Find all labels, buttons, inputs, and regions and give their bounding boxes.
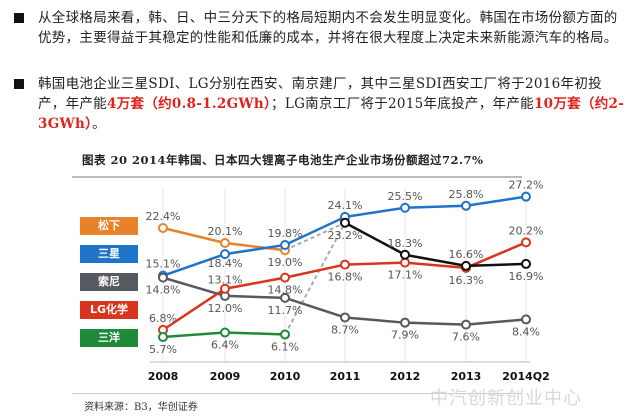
data-label: 20.1% (208, 225, 243, 238)
data-label: 24.1% (328, 199, 363, 212)
data-point (280, 272, 290, 283)
x-tick-label: 2010 (270, 370, 301, 383)
legend-samsung: 三星 (80, 245, 138, 263)
data-label: 7.9% (391, 329, 419, 342)
data-label: 13.1% (208, 274, 243, 287)
data-point (158, 223, 168, 233)
data-point (220, 327, 230, 338)
data-point (400, 257, 410, 268)
data-label: 11.7% (268, 304, 303, 317)
data-point (340, 259, 350, 270)
data-point (461, 260, 471, 271)
data-point (280, 292, 290, 303)
source-note: 资料来源：B3，华创证券 (84, 402, 198, 413)
para-text: 从全球格局来看，韩、日、中三分天下的格局短期内不会发生明显变化。韩国在市场份额方… (38, 10, 618, 46)
data-label: 14.8% (268, 284, 303, 297)
data-label: 7.6% (452, 331, 480, 344)
data-label: 6.1% (271, 340, 299, 353)
data-point (400, 249, 410, 260)
data-label: 23.2% (328, 229, 363, 242)
x-tick-label: 2014Q2 (502, 370, 550, 383)
x-tick-label: 2011 (330, 370, 361, 383)
data-point (340, 217, 350, 228)
data-label: 16.8% (328, 271, 363, 284)
para-highlight: 10万套（约2-3GWh） (38, 96, 625, 132)
bullet-icon (14, 79, 24, 89)
series-line (344, 221, 527, 268)
data-label: 25.8% (449, 188, 484, 201)
data-point (158, 332, 168, 343)
para-text: 。 (92, 116, 106, 132)
source-divider (72, 393, 522, 394)
merger-connector (284, 221, 346, 252)
data-label: 15.1% (146, 258, 181, 271)
para-text: ；LG南京工厂将于2015年底投产，年产能 (271, 96, 534, 112)
data-point (280, 239, 290, 250)
x-tick-label: 2009 (210, 370, 241, 383)
data-label: 27.2% (509, 179, 544, 192)
data-point (280, 329, 290, 340)
merger-connector (284, 222, 346, 335)
data-label: 16.6% (449, 248, 484, 261)
data-label: 19.8% (268, 227, 303, 240)
legend-sanyo: 三洋 (80, 329, 138, 347)
paragraph-1: 从全球格局来看，韩、日、中三分天下的格局短期内不会发生明显变化。韩国在市场份额方… (14, 8, 628, 48)
legend-sony: 索尼 (80, 273, 138, 291)
data-label: 16.9% (509, 270, 544, 283)
data-label: 6.8% (149, 312, 177, 325)
data-point (461, 319, 471, 330)
data-label: 8.4% (512, 325, 540, 338)
data-point (340, 312, 350, 323)
data-label: 6.4% (211, 338, 239, 351)
data-point (400, 202, 410, 213)
title-divider (72, 176, 522, 178)
paragraph-2: 韩国电池企业三星SDI、LG分别在西安、南京建厂，其中三星SDI西安工厂将于20… (14, 74, 628, 134)
data-point (521, 237, 531, 248)
data-label: 8.7% (331, 323, 359, 336)
data-point (220, 249, 230, 260)
data-label: 18.4% (208, 257, 243, 270)
data-point (461, 200, 471, 211)
data-point (521, 314, 531, 325)
data-label: 14.8% (146, 284, 181, 297)
x-tick-label: 2008 (148, 370, 179, 383)
data-point (220, 283, 230, 294)
data-point (158, 272, 168, 283)
data-label: 16.3% (449, 274, 484, 287)
data-label: 17.1% (388, 269, 423, 282)
x-tick-label: 2013 (451, 370, 482, 383)
x-tick-label: 2012 (390, 370, 421, 383)
data-label: 5.7% (149, 343, 177, 356)
data-label: 22.4% (146, 210, 181, 223)
para-highlight: 4万套（约0.8-1.2GWh） (107, 96, 272, 112)
legend-panasonic: 松下 (80, 217, 138, 235)
data-point (521, 191, 531, 202)
legend-lg: LG化学 (80, 301, 138, 319)
watermark: 中汽创新创业中心 (430, 388, 582, 409)
data-label: 18.3% (388, 237, 423, 250)
bullet-icon (14, 13, 24, 23)
data-label: 19.0% (268, 256, 303, 269)
data-point (521, 258, 531, 269)
data-label: 12.0% (208, 302, 243, 315)
data-point (400, 317, 410, 328)
data-label: 20.2% (509, 224, 544, 237)
para-text: 韩国电池企业三星SDI、LG分别在西安、南京建厂，其中三星SDI西安工厂将于20… (38, 76, 602, 112)
figure-title: 图表 20 2014年韩国、日本四大锂离子电池生产企业市场份额超过72.7% (82, 153, 484, 167)
data-label: 25.5% (388, 190, 423, 203)
data-point (220, 238, 230, 249)
